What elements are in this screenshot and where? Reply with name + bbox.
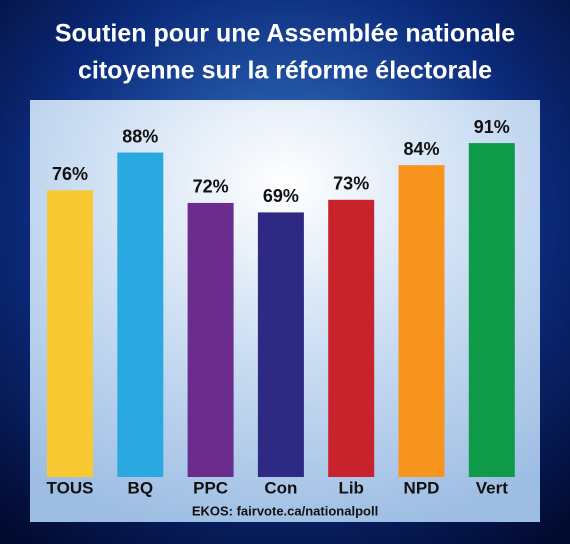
x-tick-label: Lib [338, 478, 364, 497]
value-label: 73% [333, 174, 369, 194]
value-label: 91% [474, 117, 510, 137]
value-label: 76% [52, 164, 88, 184]
value-label: 69% [263, 186, 299, 206]
x-tick-label: NPD [404, 478, 440, 497]
bar [257, 212, 304, 477]
x-tick-label: TOUS [47, 478, 94, 497]
source-note: EKOS: fairvote.ca/nationalpoll [192, 503, 378, 518]
bar [117, 152, 164, 478]
bar [47, 190, 93, 477]
bar [328, 199, 375, 478]
bar [187, 202, 234, 477]
chart-title: citoyenne sur la réforme électorale [78, 57, 492, 85]
chart-title: Soutien pour une Assemblée nationale [55, 20, 515, 48]
value-label: 72% [193, 177, 229, 197]
x-tick-label: PPC [193, 478, 228, 497]
x-tick-label: BQ [128, 478, 154, 497]
bar [468, 143, 515, 477]
bar [398, 165, 445, 477]
value-label: 84% [403, 139, 439, 159]
x-tick-label: Vert [476, 478, 508, 497]
x-tick-label: Con [264, 478, 297, 497]
value-label: 88% [122, 126, 158, 146]
